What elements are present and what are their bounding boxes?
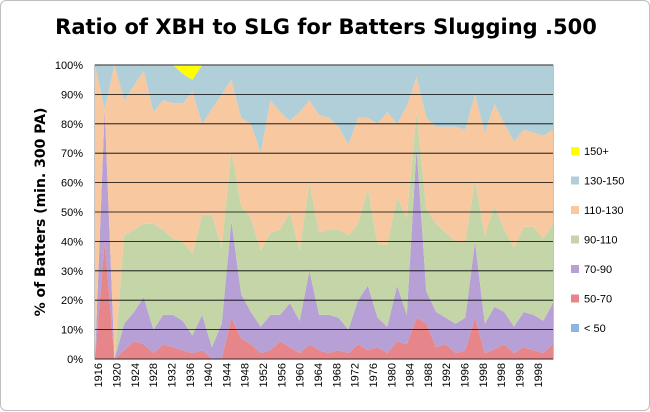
legend-label-110-130: 110-130: [584, 205, 624, 217]
x-tick-label: 1944: [221, 363, 233, 387]
area-series-70-90: [95, 109, 553, 359]
x-tick-label: 1964: [313, 363, 325, 387]
legend-swatch-70-90: [571, 265, 579, 273]
x-tick-label: 1932: [166, 363, 178, 387]
legend-swatch-110-130: [571, 206, 579, 214]
x-tick-label: 1924: [130, 363, 142, 387]
legend-label-150: 150+: [584, 146, 609, 158]
x-tick-label: 1998: [496, 363, 508, 387]
y-tick-label: 70%: [61, 148, 83, 160]
legend-label-70-90: 70-90: [584, 264, 612, 276]
y-tick-label: 0%: [67, 354, 83, 366]
x-tick-label: 1928: [148, 363, 160, 387]
area-series-150: [95, 65, 553, 80]
area-series-130-150: [95, 65, 553, 154]
chart-title: Ratio of XBH to SLG for Batters Slugging…: [55, 15, 597, 39]
y-tick-label: 90%: [61, 89, 83, 101]
x-tick-label: 1948: [240, 363, 252, 387]
y-tick-label: 100%: [55, 60, 83, 72]
gridlines: [95, 64, 553, 360]
x-tick-label: 1976: [368, 363, 380, 387]
x-tick-label: 1952: [258, 363, 270, 387]
y-tick-label: 30%: [61, 266, 83, 278]
x-tick-label: 1998: [515, 363, 527, 387]
x-tick-label: 1998: [478, 363, 490, 387]
x-tick-labels: 1916 1920 1924 1928 1932 1936 1940 1944 1948 1952…: [93, 363, 545, 387]
legend-swatch-50-70: [571, 294, 579, 303]
legend: 150+ 130-150 110-130 90-110 70-90 50-70 < 50: [571, 146, 624, 335]
x-tick-label: 1956: [276, 363, 288, 387]
legend-label-50-70: 50-70: [584, 294, 612, 306]
legend-swatch-150: [571, 147, 579, 155]
y-tick-label: 40%: [61, 236, 83, 248]
y-tick-label: 20%: [61, 295, 83, 307]
y-tick-label: 50%: [61, 207, 83, 219]
y-tick-label: 10%: [61, 325, 83, 337]
x-tick-label: 1992: [441, 363, 453, 387]
area-series-90-110: [95, 109, 553, 359]
legend-swatch-90-110: [571, 235, 579, 244]
x-tick-label: 1940: [203, 363, 215, 387]
x-tick-label: 1998: [533, 363, 545, 387]
legend-swatch-50: [571, 324, 579, 332]
x-tick-label: 1968: [331, 363, 343, 387]
x-tick-label: 1980: [386, 363, 398, 387]
x-tick-label: 1960: [295, 363, 307, 387]
x-tick-label: 1984: [405, 363, 417, 387]
y-tick-labels: 0% 10% 20% 30% 40% 50% 60% 70% 80% 90% 100%: [55, 60, 83, 366]
legend-label-130-150: 130-150: [584, 176, 624, 188]
x-tick-label: 1916: [93, 363, 105, 387]
y-tick-label: 80%: [61, 119, 83, 131]
x-tick-label: 1996: [460, 363, 472, 387]
legend-label-50: < 50: [584, 323, 606, 335]
x-tick-label: 1972: [350, 363, 362, 387]
area-series-50-70: [95, 241, 553, 359]
y-axis-label: % of Batters (min. 300 PA): [33, 108, 49, 317]
legend-label-90-110: 90-110: [584, 235, 617, 247]
y-tick-label: 60%: [61, 178, 83, 190]
x-tick-label: 1920: [112, 363, 124, 387]
x-tick-label: 1988: [423, 363, 435, 387]
legend-swatch-130-150: [571, 176, 579, 185]
x-tick-label: 1936: [185, 363, 197, 387]
